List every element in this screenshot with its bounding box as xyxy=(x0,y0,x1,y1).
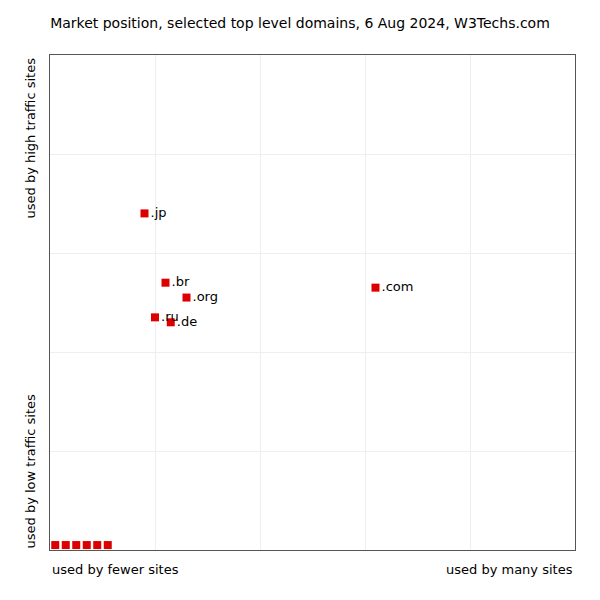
svg-text:.org: .org xyxy=(193,289,218,304)
svg-text:used by high traffic sites: used by high traffic sites xyxy=(23,58,38,219)
svg-text:.jp: .jp xyxy=(151,205,167,220)
svg-text:.ru: .ru xyxy=(161,309,179,324)
svg-text:Market position, selected top: Market position, selected top level doma… xyxy=(50,15,550,31)
svg-text:.br: .br xyxy=(172,274,190,289)
svg-text:.de: .de xyxy=(177,314,197,329)
svg-text:used by many sites: used by many sites xyxy=(446,562,573,577)
svg-text:.com: .com xyxy=(382,279,414,294)
svg-text:used by low traffic sites: used by low traffic sites xyxy=(23,394,38,549)
svg-text:used by fewer sites: used by fewer sites xyxy=(52,562,179,577)
